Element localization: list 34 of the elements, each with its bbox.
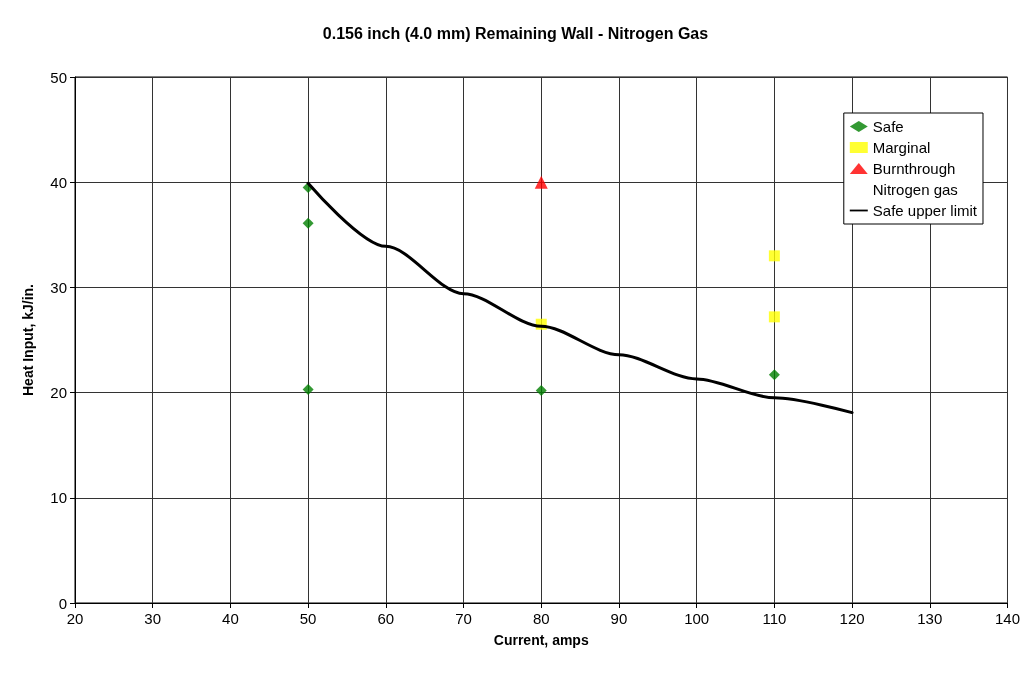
y-tick-label: 0	[58, 594, 67, 612]
point	[302, 383, 314, 395]
point	[768, 369, 780, 381]
x-tick-label: 20	[66, 610, 84, 627]
y-axis-title: Heat Input, kJ/in.	[20, 283, 36, 397]
point	[534, 175, 548, 189]
x-tick-label: 60	[377, 610, 395, 627]
x-tick-label: 90	[610, 610, 628, 627]
y-tick-label: 10	[50, 489, 67, 507]
y-tick-label: 30	[50, 278, 67, 296]
point	[768, 250, 780, 262]
x-tick-label: 50	[299, 610, 317, 627]
legend-label: Marginal	[872, 139, 931, 156]
x-tick-label: 110	[762, 610, 787, 627]
point	[535, 385, 547, 396]
point	[768, 311, 780, 323]
x-tick-label: 120	[839, 610, 865, 627]
x-tick-label: 100	[684, 610, 710, 627]
legend-label: Safe upper limit	[872, 202, 978, 219]
point	[302, 217, 314, 229]
x-tick-label: 40	[222, 610, 239, 627]
legend-label: Safe	[872, 118, 904, 135]
chart-title: 0.156 inch (4.0 mm) Remaining Wall - Nitrogen Gas	[322, 24, 709, 42]
legend-label: Burnthrough	[872, 160, 956, 177]
y-tick-label: 20	[50, 384, 67, 402]
x-tick-label: 80	[532, 610, 550, 627]
x-tick-label: 70	[455, 610, 472, 627]
y-tick-label: 50	[50, 68, 67, 86]
x-tick-label: 130	[917, 610, 943, 627]
x-tick-label: 140	[994, 610, 1020, 627]
x-tick-label: 30	[144, 610, 162, 627]
text: Nitrogen gas	[872, 181, 958, 198]
x-axis-title: Current, amps	[493, 632, 589, 648]
y-tick-label: 40	[50, 173, 67, 191]
